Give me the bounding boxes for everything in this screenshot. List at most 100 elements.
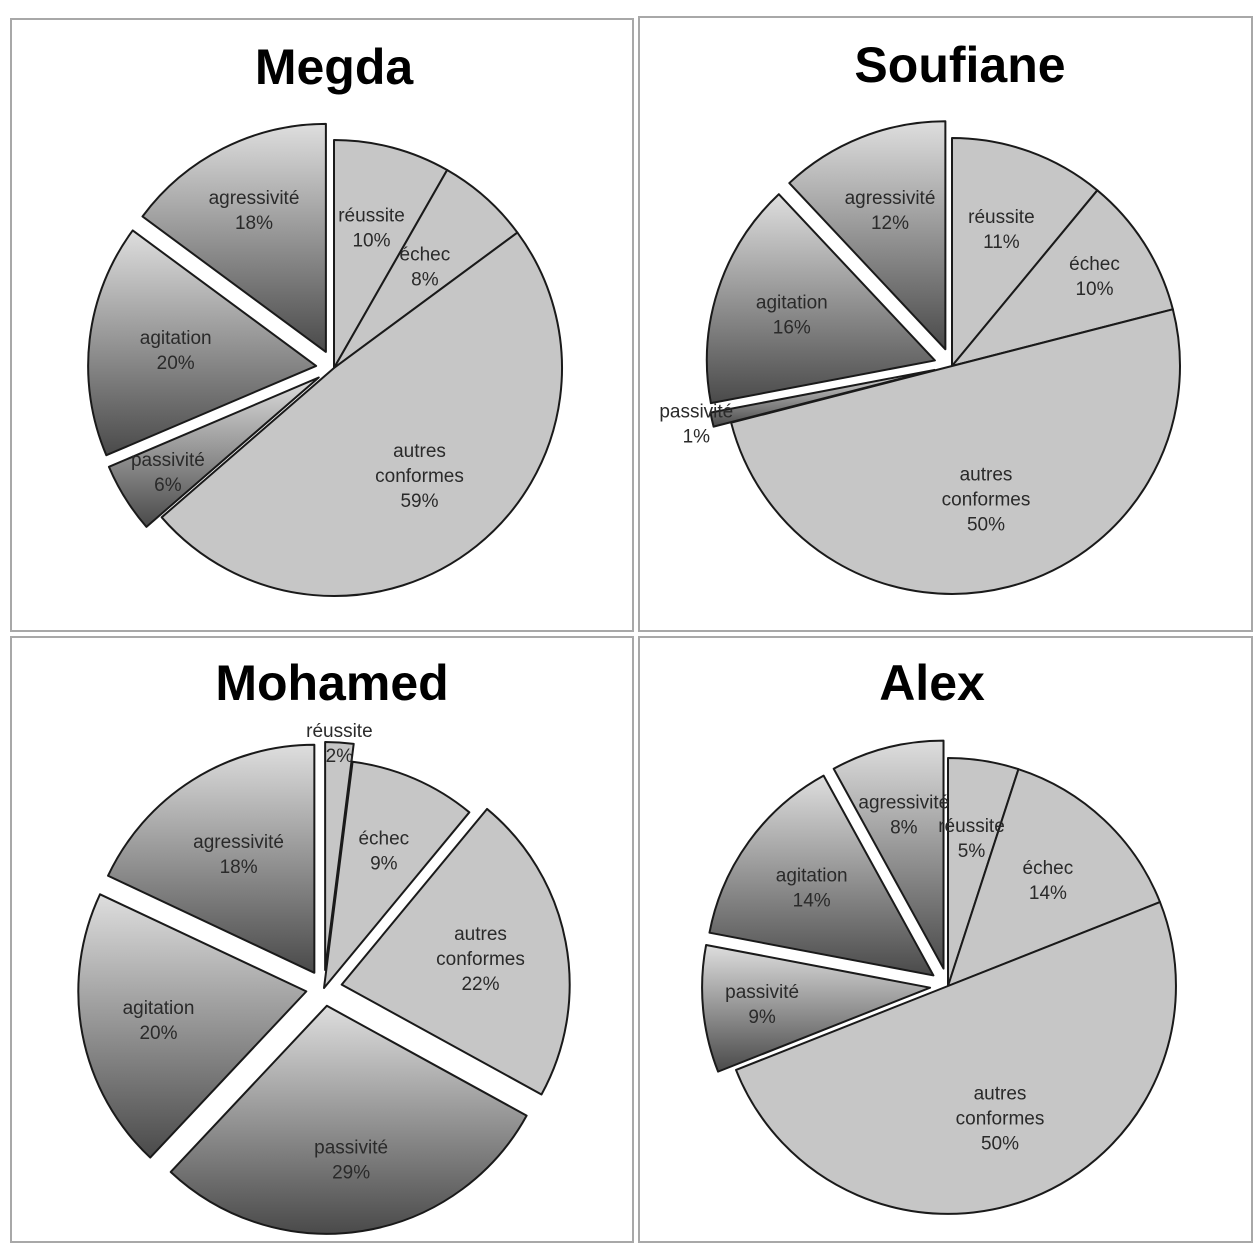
slice-label-agitation: agitation 14% (776, 866, 848, 912)
slice-percent: 50% (981, 1133, 1019, 1154)
chart-title: Soufiane (854, 37, 1065, 93)
slice-percent: 5% (958, 841, 986, 862)
pie-slice-echec (947, 768, 1161, 987)
slice-name: conformes (375, 466, 464, 487)
pie-slice-autres-conformes (730, 308, 1181, 595)
slice-label-agressivite: agressivité 8% (858, 793, 949, 839)
slice-percent: 20% (157, 353, 195, 374)
chart-panel-mohamed: Mohamed réussite 2% échec 9% autres conformes… (10, 636, 634, 1243)
slice-name: réussite (938, 816, 1005, 837)
slice-percent: 9% (370, 853, 398, 874)
chart-title: Megda (255, 39, 415, 95)
slice-label-reussite: réussite 11% (968, 207, 1035, 253)
slice-percent: 1% (683, 427, 711, 448)
pie-slice-reussite (324, 741, 355, 972)
slice-percent: 14% (793, 891, 831, 912)
slice-percent: 18% (235, 213, 273, 234)
slice-label-echec: échec 14% (1023, 858, 1074, 904)
slice-name: réussite (968, 207, 1035, 228)
pie-slice-echec (323, 760, 471, 989)
slice-percent: 18% (220, 857, 258, 878)
chart-panel-megda: Megda réussite 10% échec 8% autres conformes 5… (10, 18, 634, 632)
slice-percent: 2% (326, 746, 354, 767)
pie-chart-soufiane: Soufiane réussite 11% échec 10% autres confor… (659, 37, 1181, 595)
slice-percent: 6% (154, 475, 182, 496)
slice-label-agitation: agitation 20% (123, 998, 195, 1044)
slice-percent: 16% (773, 317, 811, 338)
pie-slice-agitation (708, 774, 935, 977)
slice-name: agressivité (209, 188, 300, 209)
slice-name: échec (1069, 254, 1120, 275)
slice-percent: 10% (1075, 279, 1113, 300)
slice-label-reussite: réussite 5% (938, 816, 1005, 862)
slice-percent: 8% (890, 818, 918, 839)
slice-label-agitation: agitation 20% (140, 328, 212, 374)
slice-name: passivité (314, 1137, 388, 1158)
slice-name: autres (393, 441, 446, 462)
pie-slice-passivite (169, 1004, 528, 1235)
pie-slice-passivite (107, 376, 320, 528)
slice-name: passivité (131, 450, 205, 471)
slice-name: échec (1023, 858, 1074, 879)
pie-slice-agressivite (832, 739, 945, 970)
slice-label-echec: échec 9% (358, 828, 409, 874)
slice-percent: 11% (983, 232, 1020, 253)
slice-name: agitation (140, 328, 212, 349)
slice-percent: 9% (748, 1007, 776, 1028)
slice-label-reussite: réussite 2% (306, 721, 373, 767)
slice-name: réussite (306, 721, 373, 742)
slice-label-passivite: passivité 6% (131, 450, 205, 496)
slice-name: autres (454, 924, 507, 945)
slice-label-echec: échec 10% (1069, 254, 1120, 300)
pie-slice-agressivite (788, 120, 947, 351)
pie-slice-agitation (77, 893, 308, 1159)
slice-percent: 29% (332, 1162, 370, 1183)
pie-slice-agressivite (107, 743, 316, 974)
slice-percent: 8% (411, 269, 439, 290)
slice-name: autres (974, 1083, 1027, 1104)
slice-name: agitation (776, 866, 848, 887)
slice-label-echec: échec 8% (400, 244, 451, 290)
pie-slice-agitation (87, 229, 318, 457)
slice-name: échec (358, 828, 409, 849)
pie-slice-agressivite (141, 122, 327, 353)
pie-chart-alex: Alex réussite 5% échec 14% autres conformes 50… (701, 655, 1177, 1215)
pie-chart-megda: Megda réussite 10% échec 8% autres conformes 5… (87, 39, 563, 597)
pie-chart-mohamed: Mohamed réussite 2% échec 9% autres conformes… (77, 655, 571, 1235)
slice-label-agressivite: agressivité 18% (193, 832, 284, 878)
slice-name: autres (960, 465, 1013, 486)
slice-name: réussite (338, 206, 405, 227)
slice-percent: 59% (400, 491, 438, 512)
slice-label-passivite: passivité 29% (314, 1137, 388, 1183)
slice-name: agressivité (858, 793, 949, 814)
slice-percent: 50% (967, 515, 1005, 536)
slice-name: passivité (659, 402, 733, 423)
slice-percent: 20% (139, 1023, 177, 1044)
slice-percent: 10% (352, 231, 390, 252)
pie-slice-reussite (333, 139, 449, 369)
slice-name: agitation (123, 998, 195, 1019)
slice-label-agressivite: agressivité 12% (845, 188, 936, 234)
slice-name: passivité (725, 982, 799, 1003)
pie-slice-agitation (705, 193, 936, 405)
pie-slice-passivite (709, 368, 936, 428)
slice-percent: 12% (871, 213, 909, 234)
slice-name: conformes (436, 949, 525, 970)
chart-title: Alex (879, 655, 985, 711)
slice-name: agitation (756, 292, 828, 313)
pie-slice-autres-conformes (160, 231, 563, 597)
slice-name: agressivité (845, 188, 936, 209)
slice-label-passivite: passivité 1% (659, 402, 733, 448)
chart-panel-soufiane: Soufiane réussite 11% échec 10% autres confor… (638, 16, 1253, 632)
slice-percent: 22% (461, 974, 499, 995)
slice-name: agressivité (193, 832, 284, 853)
slice-percent: 14% (1029, 883, 1067, 904)
pie-slice-autres-conformes (340, 807, 571, 1096)
slice-name: échec (400, 244, 451, 265)
slice-label-autres-conformes: autres conformes 50% (942, 465, 1031, 536)
pie-slice-reussite (951, 137, 1099, 367)
chart-title: Mohamed (215, 655, 448, 711)
slice-name: conformes (956, 1108, 1045, 1129)
slice-label-agitation: agitation 16% (756, 292, 828, 338)
slice-label-reussite: réussite 10% (338, 206, 405, 252)
